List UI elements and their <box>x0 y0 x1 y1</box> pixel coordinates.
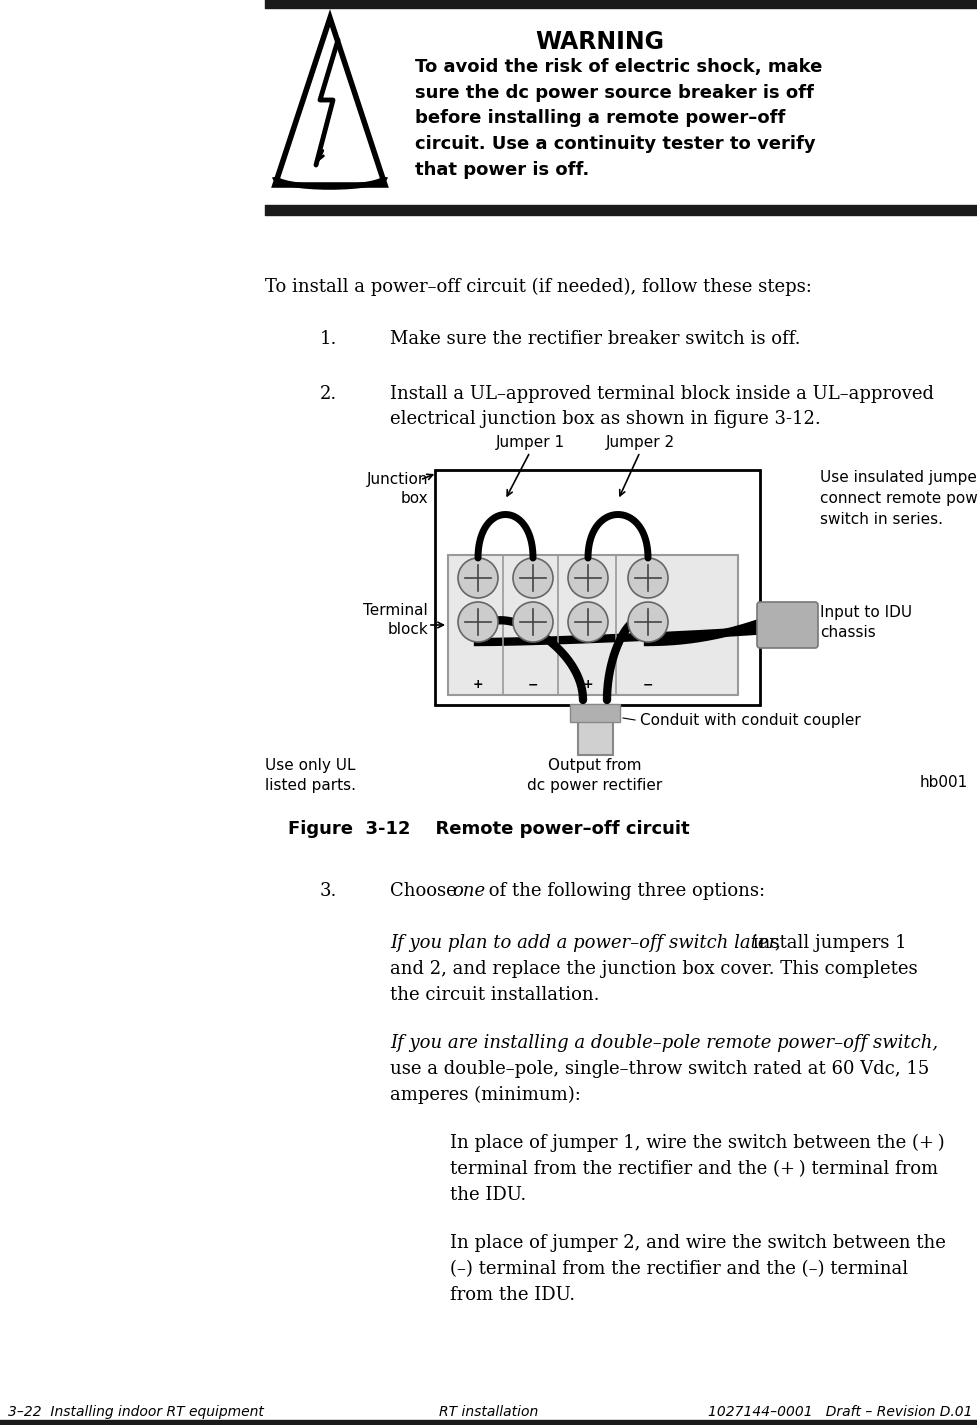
Text: Junction
box: Junction box <box>366 472 428 506</box>
Bar <box>435 470 759 705</box>
Text: one: one <box>451 882 485 901</box>
Text: of the following three options:: of the following three options: <box>483 882 764 901</box>
Text: +: + <box>472 678 483 691</box>
Text: Install a UL–approved terminal block inside a UL–approved
electrical junction bo: Install a UL–approved terminal block ins… <box>390 385 933 427</box>
Text: −: − <box>528 678 537 691</box>
Text: Figure  3-12    Remote power–off circuit: Figure 3-12 Remote power–off circuit <box>288 819 689 838</box>
Text: Jumper 1: Jumper 1 <box>495 435 564 450</box>
Text: Jumper 2: Jumper 2 <box>605 435 674 450</box>
Text: 1.: 1. <box>319 331 337 348</box>
Circle shape <box>513 601 552 643</box>
Text: 2.: 2. <box>319 385 337 403</box>
Bar <box>447 554 738 695</box>
Text: 3–22  Installing indoor RT equipment: 3–22 Installing indoor RT equipment <box>8 1405 264 1419</box>
Text: Terminal
block: Terminal block <box>362 603 428 637</box>
Text: amperes (minimum):: amperes (minimum): <box>390 1086 580 1104</box>
Text: To avoid the risk of electric shock, make
sure the dc power source breaker is of: To avoid the risk of electric shock, mak… <box>414 58 822 178</box>
Circle shape <box>457 601 497 643</box>
Text: In place of jumper 1, wire the switch between the (+ ): In place of jumper 1, wire the switch be… <box>449 1134 944 1153</box>
Text: Output from
dc power rectifier: Output from dc power rectifier <box>527 758 662 792</box>
Text: install jumpers 1: install jumpers 1 <box>746 933 906 952</box>
Circle shape <box>627 559 667 598</box>
Text: and 2, and replace the junction box cover. This completes: and 2, and replace the junction box cove… <box>390 960 916 978</box>
Circle shape <box>627 601 667 643</box>
Text: WARNING: WARNING <box>535 30 663 54</box>
Text: Choose: Choose <box>390 882 462 901</box>
Text: +: + <box>582 678 593 691</box>
Circle shape <box>568 601 608 643</box>
Circle shape <box>457 559 497 598</box>
Circle shape <box>568 559 608 598</box>
Bar <box>577 705 613 755</box>
Text: If you plan to add a power–off switch later,: If you plan to add a power–off switch la… <box>390 933 780 952</box>
Text: Conduit with conduit coupler: Conduit with conduit coupler <box>639 712 860 728</box>
Circle shape <box>513 559 552 598</box>
Text: the IDU.: the IDU. <box>449 1186 526 1204</box>
Text: If you are installing a double–pole remote power–off switch,: If you are installing a double–pole remo… <box>390 1035 937 1052</box>
Text: Input to IDU
chassis: Input to IDU chassis <box>819 606 912 640</box>
Text: Use only UL
listed parts.: Use only UL listed parts. <box>265 758 356 792</box>
Text: RT installation: RT installation <box>439 1405 538 1419</box>
Text: terminal from the rectifier and the (+ ) terminal from: terminal from the rectifier and the (+ )… <box>449 1160 937 1178</box>
Text: In place of jumper 2, and wire the switch between the: In place of jumper 2, and wire the switc… <box>449 1234 945 1253</box>
Text: (–) terminal from the rectifier and the (–) terminal: (–) terminal from the rectifier and the … <box>449 1260 908 1278</box>
Text: hb001: hb001 <box>919 775 967 789</box>
Text: from the IDU.: from the IDU. <box>449 1285 574 1304</box>
Text: Make sure the rectifier breaker switch is off.: Make sure the rectifier breaker switch i… <box>390 331 800 348</box>
Text: the circuit installation.: the circuit installation. <box>390 986 599 1005</box>
Text: To install a power–off circuit (if needed), follow these steps:: To install a power–off circuit (if neede… <box>265 278 811 296</box>
Text: Use insulated jumpers or
connect remote power-off
switch in series.: Use insulated jumpers or connect remote … <box>819 470 977 527</box>
FancyBboxPatch shape <box>756 601 817 648</box>
Text: −: − <box>642 678 653 691</box>
Text: use a double–pole, single–throw switch rated at 60 Vdc, 15: use a double–pole, single–throw switch r… <box>390 1060 928 1077</box>
Bar <box>570 704 619 722</box>
Text: 1027144–0001   Draft – Revision D.01: 1027144–0001 Draft – Revision D.01 <box>707 1405 972 1419</box>
Text: 3.: 3. <box>319 882 337 901</box>
